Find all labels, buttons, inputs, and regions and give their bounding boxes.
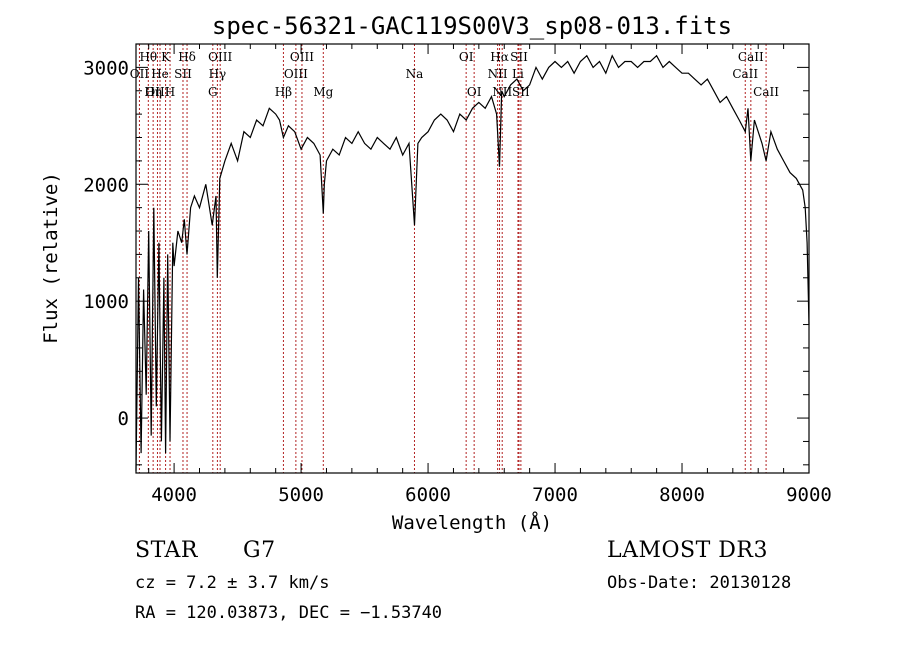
line-marker-label: OII xyxy=(130,67,150,81)
line-marker-label: Hδ xyxy=(178,50,196,64)
line-marker-label: He xyxy=(151,67,169,81)
line-marker-label: Li xyxy=(512,67,524,81)
x-tick-label: 7000 xyxy=(532,484,578,506)
spectrum-line xyxy=(135,54,810,471)
line-marker-label: CaII xyxy=(753,85,779,99)
line-marker-label: OIII xyxy=(284,67,308,81)
line-marker-label: OIII xyxy=(208,50,232,64)
x-tick-label: 4000 xyxy=(151,484,197,506)
line-markers xyxy=(138,44,767,473)
object-subclass: G7 xyxy=(243,538,276,563)
object-class: STAR xyxy=(135,538,198,563)
y-tick-label: 3000 xyxy=(83,57,129,79)
x-axis-label: Wavelength (Å) xyxy=(392,511,552,534)
survey-name: LAMOST DR3 xyxy=(607,538,768,563)
line-marker-label: SII xyxy=(510,50,528,64)
line-marker-label: CaII xyxy=(732,67,758,81)
y-tick-label: 2000 xyxy=(83,174,129,196)
line-marker-label: G xyxy=(208,85,218,99)
line-marker-label: OI xyxy=(459,50,474,64)
line-marker-label: Hθ xyxy=(139,50,157,64)
y-axis-ticks: 0 1000 2000 3000 xyxy=(83,43,809,466)
ra-dec: RA = 120.03873, DEC = −1.53740 xyxy=(135,603,443,623)
line-marker-label: OI xyxy=(467,85,482,99)
obs-date: Obs-Date: 20130128 xyxy=(607,573,792,593)
line-marker-label: OIII xyxy=(290,50,314,64)
line-marker-label: Hη xyxy=(144,85,162,99)
x-axis-ticks: 4000 5000 6000 7000 8000 9000 xyxy=(148,44,832,506)
line-marker-label: H xyxy=(165,85,175,99)
y-tick-label: 0 xyxy=(118,408,129,430)
redshift-cz: cz = 7.2 ± 3.7 km/s xyxy=(135,573,330,593)
line-marker-label: OIII xyxy=(145,85,169,99)
line-marker-label: Hγ xyxy=(209,67,227,81)
line-marker-label: Hβ xyxy=(275,85,292,99)
line-marker-label: Hα xyxy=(490,50,509,64)
line-marker-label: NII xyxy=(488,67,508,81)
plot-frame xyxy=(135,43,810,474)
x-tick-label: 6000 xyxy=(405,484,451,506)
x-tick-label: 9000 xyxy=(786,484,832,506)
x-tick-label: 5000 xyxy=(278,484,324,506)
line-marker-label: Mg xyxy=(313,85,333,99)
x-tick-label: 8000 xyxy=(659,484,705,506)
line-marker-label: CaII xyxy=(738,50,764,64)
line-marker-label: K xyxy=(161,50,171,64)
line-marker-label: Na xyxy=(406,67,424,81)
line-marker-label: SII xyxy=(174,67,192,81)
y-axis-label: Flux (relative) xyxy=(40,172,62,344)
chart-title: spec-56321-GAC119S00V3_sp08-013.fits xyxy=(212,12,732,40)
y-tick-label: 1000 xyxy=(83,291,129,313)
